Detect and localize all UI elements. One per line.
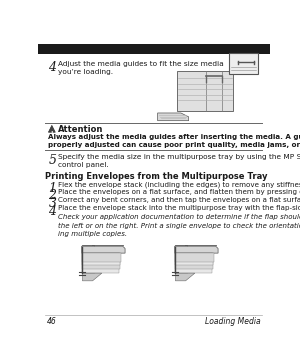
Polygon shape xyxy=(82,273,102,281)
Text: 3: 3 xyxy=(48,197,56,210)
Text: 5: 5 xyxy=(48,154,56,167)
Text: 4: 4 xyxy=(48,61,56,74)
Text: Always adjust the media guides after inserting the media. A guide that is not
pr: Always adjust the media guides after ins… xyxy=(48,134,300,148)
Polygon shape xyxy=(176,253,212,273)
Text: 46: 46 xyxy=(47,317,56,326)
Text: 1: 1 xyxy=(48,182,56,194)
Polygon shape xyxy=(158,113,189,121)
Bar xyxy=(38,44,270,55)
Text: Correct any bent corners, and then tap the envelopes on a flat surface to align : Correct any bent corners, and then tap t… xyxy=(58,197,300,203)
Polygon shape xyxy=(82,253,120,265)
Polygon shape xyxy=(176,253,214,262)
Polygon shape xyxy=(82,253,121,262)
Polygon shape xyxy=(176,253,213,265)
Polygon shape xyxy=(82,246,125,253)
Text: Flex the envelope stack (including the edges) to remove any stiffness.: Flex the envelope stack (including the e… xyxy=(58,182,300,188)
Polygon shape xyxy=(176,253,213,269)
Text: 4: 4 xyxy=(48,205,56,218)
Bar xyxy=(175,245,187,273)
Text: !: ! xyxy=(51,131,53,136)
Polygon shape xyxy=(82,253,120,269)
Text: Adjust the media guides to fit the size media
you’re loading.: Adjust the media guides to fit the size … xyxy=(58,61,224,75)
Text: Printing Envelopes from the Multipurpose Tray: Printing Envelopes from the Multipurpose… xyxy=(45,172,268,181)
Bar xyxy=(177,71,233,111)
Polygon shape xyxy=(82,253,119,273)
Text: Check your application documentation to determine if the flap should be placed o: Check your application documentation to … xyxy=(58,214,300,237)
Polygon shape xyxy=(48,125,55,132)
Text: Attention: Attention xyxy=(58,124,103,134)
Text: Specify the media size in the multipurpose tray by using the MP Size key on the
: Specify the media size in the multipurpo… xyxy=(58,154,300,168)
Text: Loading Media: Loading Media xyxy=(205,317,261,326)
Polygon shape xyxy=(176,273,195,281)
Bar xyxy=(82,245,94,273)
Polygon shape xyxy=(175,246,218,253)
Text: Place the envelope stack into the multipurpose tray with the flap-side up.: Place the envelope stack into the multip… xyxy=(58,205,300,211)
Text: 2: 2 xyxy=(48,189,56,202)
Text: Place the envelopes on a flat surface, and flatten them by pressing down the cor: Place the envelopes on a flat surface, a… xyxy=(58,189,300,195)
FancyBboxPatch shape xyxy=(229,53,258,75)
